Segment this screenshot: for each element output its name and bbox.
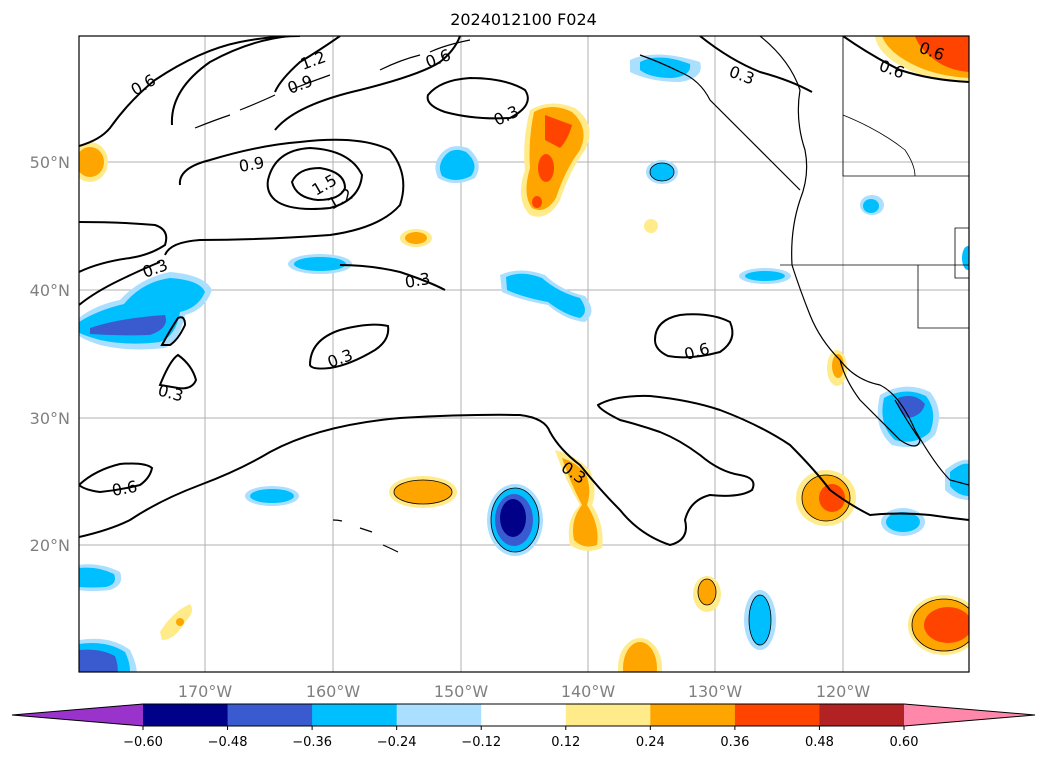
lat-label: 20°N xyxy=(30,536,70,555)
colorbar-tick-label: 0.36 xyxy=(720,735,749,750)
colorbar-bin xyxy=(312,704,398,726)
colorbar-tick-label: 0.48 xyxy=(805,735,834,750)
map-area: 0.6 1.2 0.9 0.6 0.3 0.3 0.9 1.5 1.2 0.6 … xyxy=(79,36,969,672)
colorbar-tick-label: −0.60 xyxy=(123,735,163,750)
contour-label: 0.6 xyxy=(682,339,712,364)
contour-label: 0.6 xyxy=(110,477,138,500)
colorbar-tick-label: −0.12 xyxy=(461,735,501,750)
colorbar-bin xyxy=(481,704,567,726)
colorbar-tick-label: 0.60 xyxy=(890,735,919,750)
colorbar-bin xyxy=(819,704,905,726)
colorbar: −0.60 −0.48 −0.36 −0.24 −0.12 0.12 0.24 0.36 0.4… xyxy=(11,703,1036,750)
colorbar-extend-low xyxy=(12,704,143,726)
contour-labels: 0.6 1.2 0.9 0.6 0.3 0.3 0.9 1.5 1.2 0.6 … xyxy=(110,38,947,500)
lat-axis: 50°N 40°N 30°N 20°N xyxy=(30,153,70,555)
contour-label: 0.9 xyxy=(285,71,315,98)
filled-contours xyxy=(79,36,969,672)
colorbar-bin xyxy=(565,704,651,726)
lon-axis: 170°W 160°W 150°W 140°W 130°W 120°W xyxy=(178,682,871,701)
colorbar-tick-label: −0.24 xyxy=(377,735,417,750)
contour-label: 0.3 xyxy=(727,62,757,89)
lon-label: 160°W xyxy=(306,682,361,701)
contour-label: 1.2 xyxy=(298,47,328,74)
lon-label: 120°W xyxy=(816,682,871,701)
contour-label: 0.6 xyxy=(128,70,160,99)
colorbar-tick-label: −0.48 xyxy=(208,735,248,750)
colorbar-tick-label: 0.24 xyxy=(636,735,665,750)
contour-label: 0.9 xyxy=(237,153,265,176)
map-frame xyxy=(78,35,970,673)
lon-label: 170°W xyxy=(178,682,233,701)
colorbar-extend-high xyxy=(904,704,1035,726)
contour-lines xyxy=(79,36,969,547)
lon-label: 150°W xyxy=(434,682,489,701)
map-title: 2024012100 F024 xyxy=(450,10,597,29)
lat-label: 40°N xyxy=(30,281,70,300)
contour-label: 0.3 xyxy=(403,269,431,292)
lat-label: 50°N xyxy=(30,153,70,172)
lon-label: 140°W xyxy=(561,682,616,701)
colorbar-bin xyxy=(396,704,482,726)
contour-label: 0.3 xyxy=(325,345,355,372)
contour-label: 0.3 xyxy=(491,102,522,130)
colorbar-bin xyxy=(143,704,229,726)
contour-label: 0.3 xyxy=(156,381,186,406)
lon-label: 130°W xyxy=(688,682,743,701)
coastlines xyxy=(194,36,969,553)
shade-outlines xyxy=(393,162,969,652)
colorbar-tick-label: −0.36 xyxy=(292,735,332,750)
colorbar-bin xyxy=(227,704,313,726)
lat-label: 30°N xyxy=(30,409,70,428)
colorbar-bin xyxy=(650,704,736,726)
contour-label: 0.6 xyxy=(423,45,453,72)
colorbar-bin xyxy=(734,704,820,726)
colorbar-tick-label: 0.12 xyxy=(551,735,580,750)
